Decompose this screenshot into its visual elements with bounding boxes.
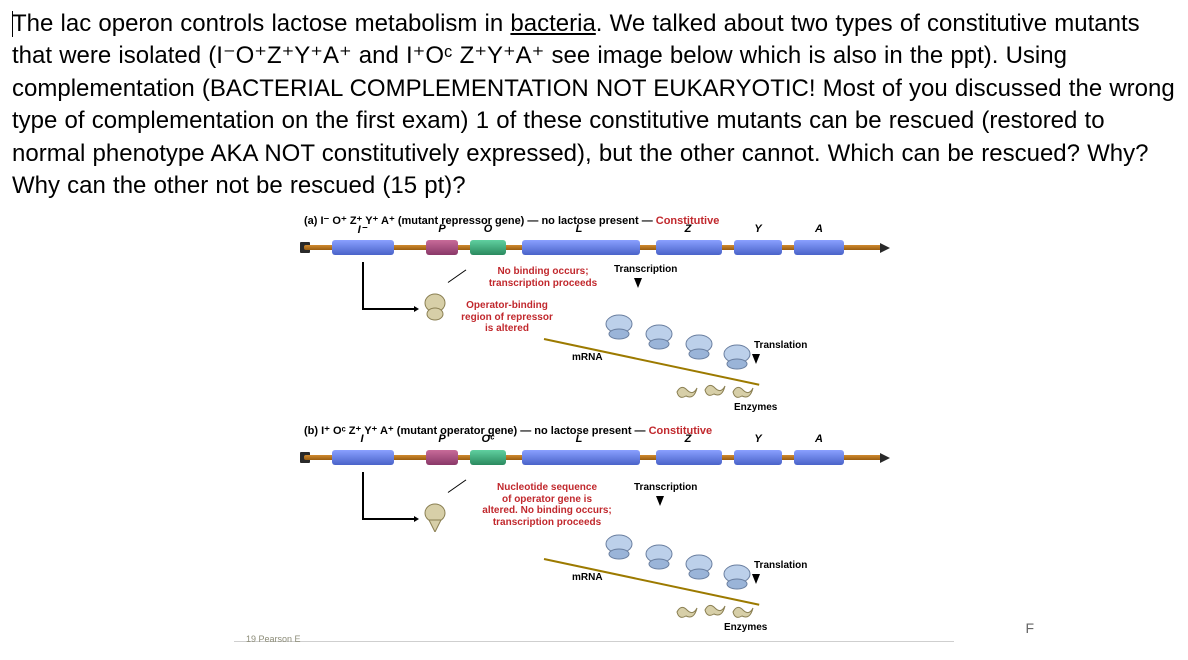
ribosome-3-b	[684, 554, 714, 580]
repressor-arrowhead-b	[414, 516, 419, 522]
panel-a-sub1-txt: No binding occurs;transcription proceeds	[489, 266, 597, 289]
gene-a	[794, 240, 844, 255]
figure: (a) I⁻ O⁺ Z⁺ Y⁺ A⁺ (mutant repressor gen…	[304, 214, 884, 644]
figure-container: (a) I⁻ O⁺ Z⁺ Y⁺ A⁺ (mutant repressor gen…	[0, 206, 1188, 644]
repressor-protein	[422, 292, 448, 322]
enzyme-3	[730, 382, 756, 402]
dna-end-right-arrow-b	[880, 453, 890, 463]
label-y-b: Y	[754, 433, 761, 445]
panel-b-sub1: Nucleotide sequenceof operator gene isal…	[472, 482, 622, 528]
panel-a-sub1: No binding occurs;transcription proceeds	[478, 266, 608, 289]
gene-y	[734, 240, 782, 255]
label-a: A	[815, 223, 823, 235]
ribosome-1-b	[604, 534, 634, 560]
ribosome-1	[604, 314, 634, 340]
repressor-arrow-h-b	[362, 518, 414, 520]
panel-a-sub2: Operator-bindingregion of repressoris al…	[452, 300, 562, 335]
mrna-label-b: mRNA	[572, 572, 603, 583]
label-a-b: A	[815, 433, 823, 445]
translation-arrow-b	[752, 574, 760, 584]
q-geno1: ⁻O⁺Z⁺Y⁺A⁺	[223, 42, 352, 69]
panel-b-caption-pre: (b) I⁺ Oᶜ Z⁺ Y⁺ A⁺ (mutant operator gene…	[304, 425, 649, 437]
label-l: L	[576, 223, 583, 235]
label-l-b: L	[576, 433, 583, 445]
panel-a-caption: (a) I⁻ O⁺ Z⁺ Y⁺ A⁺ (mutant repressor gen…	[304, 214, 884, 227]
ribosome-3	[684, 334, 714, 360]
panel-a-enzymes-label: Enzymes	[734, 402, 777, 414]
gene-l	[522, 240, 640, 255]
repressor-protein-b	[422, 502, 448, 532]
enzyme-2	[702, 380, 728, 400]
enzyme-1	[674, 382, 700, 402]
gene-o-b	[470, 450, 506, 465]
repressor-to-operator-line	[448, 270, 467, 283]
enzyme-1-b	[674, 602, 700, 622]
gene-z-b	[656, 450, 722, 465]
label-z-b: Z	[685, 433, 692, 445]
panel-a-transcription-label: Transcription	[614, 264, 677, 276]
panel-b-gene-row: I P Oᶜ L Z Y A	[304, 441, 884, 477]
q-and: and I	[352, 42, 413, 69]
dna-end-right-arrow	[880, 243, 890, 253]
gene-i	[332, 240, 394, 255]
gene-p	[426, 240, 458, 255]
panel-b-caption: (b) I⁺ Oᶜ Z⁺ Y⁺ A⁺ (mutant operator gene…	[304, 424, 884, 437]
gene-y-b	[734, 450, 782, 465]
gene-z	[656, 240, 722, 255]
ribosome-4	[722, 344, 752, 370]
ribosome-2	[644, 324, 674, 350]
copyright-text: 19 Pearson E	[246, 634, 301, 644]
enzyme-3-b	[730, 602, 756, 622]
repressor-arrow-v-b	[362, 472, 364, 518]
label-o-b: Oᶜ	[481, 433, 494, 445]
enzyme-2-b	[702, 600, 728, 620]
label-i: I⁻	[358, 223, 367, 236]
label-p: P	[438, 223, 445, 235]
repressor-arrow-h	[362, 308, 414, 310]
panel-a: (a) I⁻ O⁺ Z⁺ Y⁺ A⁺ (mutant repressor gen…	[304, 214, 884, 424]
panel-b-enzymes-label: Enzymes	[724, 622, 767, 634]
panel-a-gene-row: I⁻ P O L Z Y A	[304, 231, 884, 267]
gene-a-b	[794, 450, 844, 465]
label-z: Z	[685, 223, 692, 235]
ribosome-4-b	[722, 564, 752, 590]
repressor-to-operator-line-b	[448, 480, 467, 493]
question-text: The lac operon controls lactose metaboli…	[0, 0, 1188, 206]
label-i-b: I	[360, 433, 363, 445]
label-o: O	[484, 223, 493, 235]
gene-o	[470, 240, 506, 255]
label-y: Y	[754, 223, 761, 235]
q-underlined: bacteria	[510, 10, 595, 37]
bottom-rule	[234, 641, 954, 642]
panel-a-translation-label: Translation	[754, 340, 807, 352]
gene-l-b	[522, 450, 640, 465]
panel-b-constitutive: Constitutive	[649, 425, 713, 437]
panel-b-transcription-label: Transcription	[634, 482, 697, 494]
gene-i-b	[332, 450, 394, 465]
repressor-arrow-v	[362, 262, 364, 308]
panel-b-translation-label: Translation	[754, 560, 807, 572]
repressor-arrowhead	[414, 306, 419, 312]
translation-arrow	[752, 354, 760, 364]
q-seg1: The lac operon controls lactose metaboli…	[12, 10, 510, 37]
transcription-arrow-b	[656, 496, 664, 506]
ribosome-2-b	[644, 544, 674, 570]
mrna-label: mRNA	[572, 352, 603, 363]
footer-f: F	[1025, 620, 1034, 636]
panel-b: (b) I⁺ Oᶜ Z⁺ Y⁺ A⁺ (mutant operator gene…	[304, 424, 884, 644]
q-geno2: ⁺Oᶜ Z⁺Y⁺A⁺	[413, 42, 545, 69]
transcription-arrow	[634, 278, 642, 288]
label-p-b: P	[438, 433, 445, 445]
gene-p-b	[426, 450, 458, 465]
